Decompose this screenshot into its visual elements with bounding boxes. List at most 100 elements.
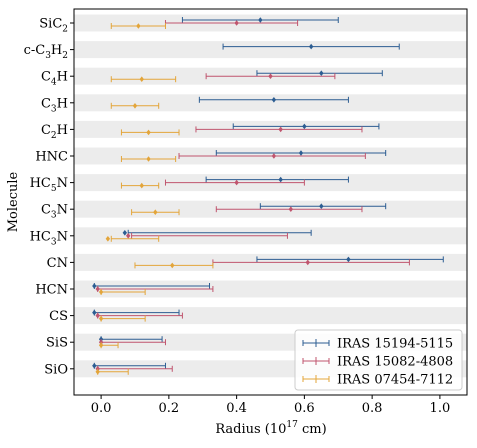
errorbar-C3H-0-marker [271,97,277,103]
errorbar-CN-0-marker [346,256,351,263]
y-tick-label-c-C3H2: c-C3H2 [24,43,68,61]
x-tick-label-0.0: 0.0 [91,401,112,416]
errorbar-HCN-0-marker [92,283,97,289]
y-tick-label-part: HNC [35,150,68,165]
x-tick-label-0.2: 0.2 [159,401,180,416]
y-tick-label-part: 2 [62,25,68,35]
legend-item-1: IRAS 15082-4808 [302,355,453,370]
x-axis-label: Radius (1017 cm) [215,420,326,437]
y-tick-label-C3N: C3N [41,203,68,221]
errorbar-SiO-2-marker [95,369,100,375]
y-tick-label-part: HCN [35,283,68,298]
legend: IRAS 15194-5115 IRAS 15082-4808 IRAS 07454… [294,329,463,391]
legend-item-2: IRAS 07454-7112 [302,373,453,388]
errorbar-HCN-2-marker [98,289,104,295]
y-tick-label-SiO: SiO [44,362,68,377]
errorbar-HC5N-1-marker [234,179,239,186]
y-tick-label-SiS: SiS [46,336,68,351]
y-tick-label-part: H [57,96,68,111]
x-tick-label-0.4: 0.4 [226,401,247,416]
y-tick-label-C4H: C4H [41,70,68,88]
y-tick-label-part: c-C [24,43,46,58]
errorbar-C2H-1-marker [278,126,283,133]
errorbar-HNC-0-marker [298,150,304,156]
errorbar-SiC2-0-marker [258,17,263,23]
errorbar-C3N-2-marker [153,209,158,215]
errorbar-C2H-2-marker [146,129,151,136]
row-bands [74,14,467,378]
y-tick-label-part: C [41,96,51,111]
y-tick-label-CS: CS [49,309,68,324]
errorbar-HC5N-0-marker [278,176,283,183]
y-tick-label-part: 3 [51,104,57,114]
y-tick-label-part: H [57,123,68,138]
errorbar-SiO-0-marker [92,363,97,369]
y-tick-label-SiC2: SiC2 [39,17,68,35]
y-tick-label-HC3N: HC3N [30,229,68,247]
errorbar-C3N-1-marker [288,206,294,212]
y-tick-label-part: C [41,123,51,138]
y-tick-label-part: SiS [46,336,68,351]
row-band-CS [74,307,467,325]
errorbar-C4H-2-marker [139,76,144,82]
legend-label: IRAS 15082-4808 [337,355,453,370]
errorbar-HC3N-1-marker [126,233,131,239]
y-tick-label-part: SiO [44,362,68,377]
series-IRAS-07454-7112 [95,23,214,375]
row-band-HCN [74,280,467,298]
y-tick-label-C3H: C3H [41,96,68,114]
series-IRAS-15194-5115 [92,17,444,369]
x-tick-label-1.0: 1.0 [430,401,451,416]
errorbar-HCN-1-marker [95,286,100,292]
y-tick-label-part: H [57,70,68,85]
errorbar-c-C3H2-0-marker [308,43,314,50]
x-tick-label-0.8: 0.8 [362,401,383,416]
errorbar-HC3N-0-marker [122,230,128,236]
y-tick-label-part: 3 [51,237,57,247]
errorbar-C4H-1-marker [268,73,273,79]
x-axis-label-exponent: 17 [286,420,298,430]
y-tick-label-HNC: HNC [35,150,68,165]
y-tick-label-part: 2 [62,51,68,61]
errorbar-CS-1-marker [95,312,100,319]
errorbar-HC5N-2-marker [139,182,144,189]
errorbar-HC3N-2-marker [105,236,111,242]
y-tick-label-HCN: HCN [35,283,68,298]
y-tick-label-part: HC [30,229,51,244]
errorbar-C2H-0-marker [302,123,307,130]
errorbar-HNC-1-marker [271,153,277,159]
plot-frame [73,8,468,396]
row-band-c-C3H2 [74,41,467,59]
series-layer [92,17,444,375]
errorbar-CS-2-marker [98,315,104,322]
errorbar-CS-0-marker [92,309,97,316]
y-tick-label-part: 3 [51,211,57,221]
errorbar-HNC-2-marker [146,156,151,162]
errorbar-C3H-2-marker [132,103,138,109]
y-axis-label: Molecule [6,171,21,232]
y-tick-label-part: HC [30,176,51,191]
errorbar-SiS-2-marker [98,342,104,348]
x-tick-label-0.6: 0.6 [294,401,315,416]
row-band-C3H [74,94,467,112]
y-tick-label-part: C [41,203,51,218]
y-tick-label-CN: CN [47,256,68,271]
y-tick-label-part: C [41,70,51,85]
x-axis-label-base: Radius (10 [215,422,286,437]
y-tick-label-part: CN [47,256,68,271]
x-axis-ticks: 0.0 0.2 0.4 0.6 0.8 1.0 [91,395,450,416]
y-tick-label-part: 4 [51,78,57,88]
y-tick-label-part: N [57,176,68,191]
y-axis-ticks: SiC2c-C3H2C4HC3HC2HHNCHC5NC3NHC3NCNHCNCS… [24,17,74,377]
legend-item-0: IRAS 15194-5115 [302,337,453,352]
errorbar-CN-1-marker [305,259,310,266]
errorbar-SiC2-2-marker [136,23,141,29]
legend-label: IRAS 07454-7112 [337,373,453,388]
y-tick-label-part: 2 [51,131,57,141]
y-tick-label-C2H: C2H [41,123,68,141]
errorbar-C3N-0-marker [319,203,324,209]
y-tick-label-HC5N: HC5N [30,176,68,194]
errorbar-C4H-0-marker [319,70,324,76]
